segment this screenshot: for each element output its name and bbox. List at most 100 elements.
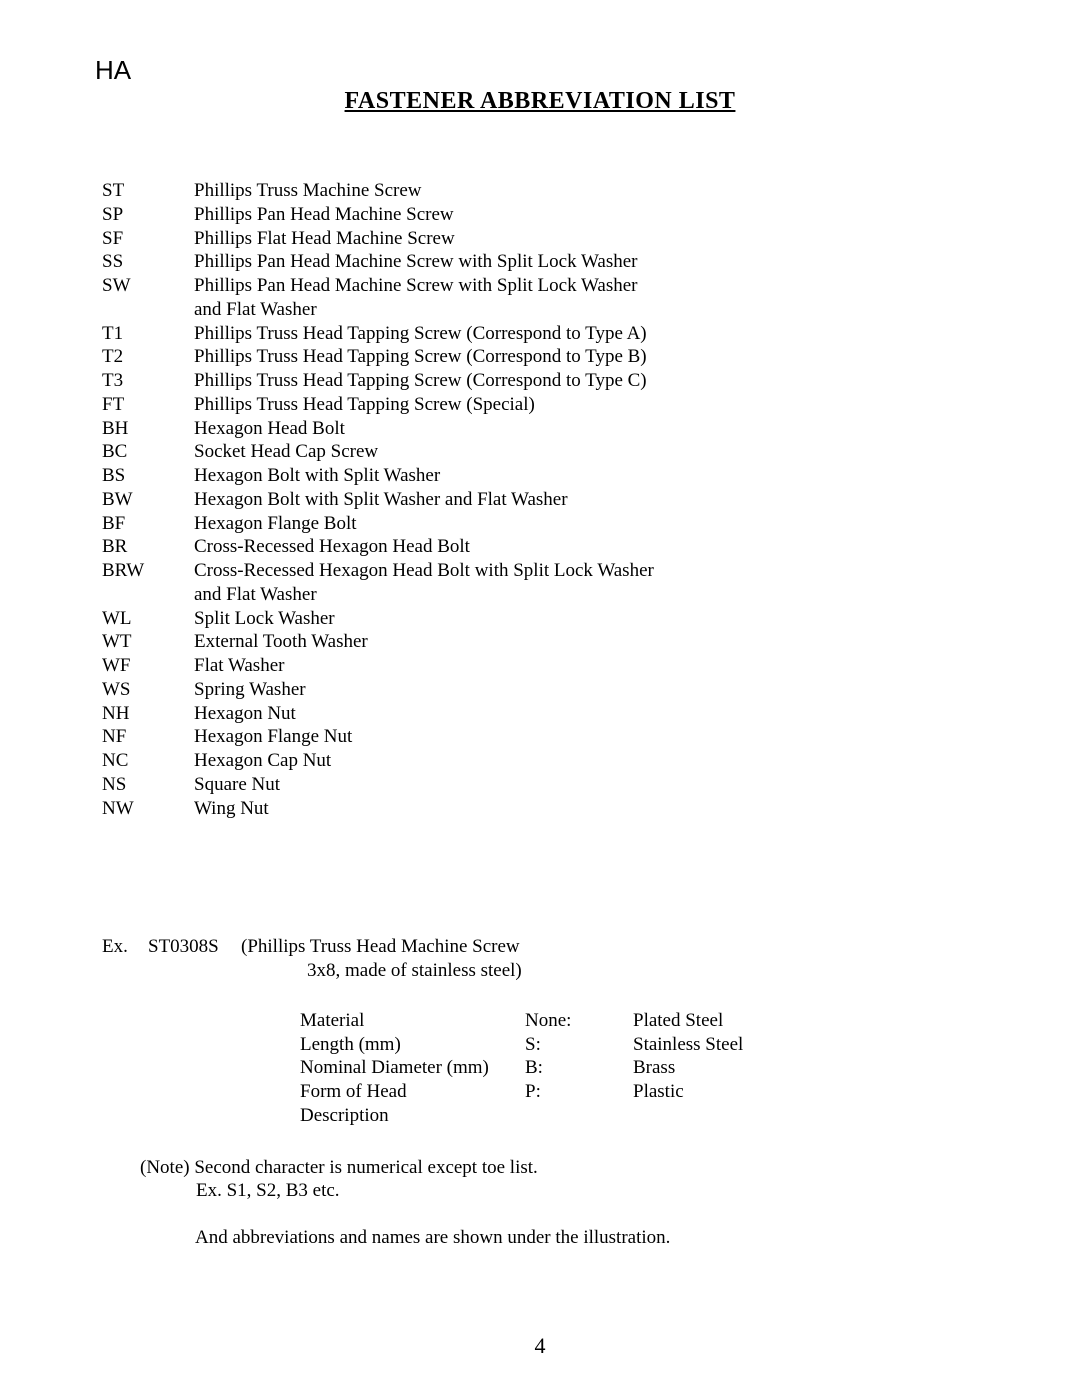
- note-line-2: Ex. S1, S2, B3 etc.: [140, 1179, 985, 1203]
- abbr-code: T3: [102, 369, 194, 393]
- abbreviation-table: STPhillips Truss Machine ScrewSPPhillips…: [102, 179, 985, 820]
- example-desc-2: 3x8, made of stainless steel): [102, 959, 985, 983]
- abbr-row: BHHexagon Head Bolt: [102, 417, 985, 441]
- abbr-desc: Spring Washer: [194, 678, 985, 702]
- note-block: (Note) Second character is numerical exc…: [140, 1156, 985, 1204]
- material-code: S:: [525, 1033, 633, 1057]
- closing-text: And abbreviations and names are shown un…: [195, 1227, 985, 1249]
- abbr-row: T2Phillips Truss Head Tapping Screw (Cor…: [102, 345, 985, 369]
- abbr-row: WFFlat Washer: [102, 654, 985, 678]
- abbr-code: [102, 583, 194, 607]
- abbr-code: T2: [102, 345, 194, 369]
- abbr-code: BW: [102, 488, 194, 512]
- page-number: 4: [0, 1333, 1080, 1359]
- note-line-1: (Note) Second character is numerical exc…: [140, 1156, 985, 1180]
- abbr-desc: Phillips Truss Head Tapping Screw (Corre…: [194, 345, 985, 369]
- abbr-desc: Phillips Truss Head Tapping Screw (Corre…: [194, 369, 985, 393]
- abbr-desc: Hexagon Flange Bolt: [194, 512, 985, 536]
- material-label: Material: [300, 1009, 525, 1033]
- abbr-row: BRCross-Recessed Hexagon Head Bolt: [102, 535, 985, 559]
- abbr-row: and Flat Washer: [102, 298, 985, 322]
- abbr-row: FTPhillips Truss Head Tapping Screw (Spe…: [102, 393, 985, 417]
- abbr-desc: Phillips Truss Head Tapping Screw (Corre…: [194, 322, 985, 346]
- page: HA FASTENER ABBREVIATION LIST STPhillips…: [0, 0, 1080, 1397]
- abbr-row: BRWCross-Recessed Hexagon Head Bolt with…: [102, 559, 985, 583]
- abbr-code: NH: [102, 702, 194, 726]
- example-line-1: Ex. ST0308S (Phillips Truss Head Machine…: [102, 935, 985, 959]
- abbr-desc: Flat Washer: [194, 654, 985, 678]
- abbr-desc: Hexagon Bolt with Split Washer: [194, 464, 985, 488]
- abbr-code: SS: [102, 250, 194, 274]
- abbr-code: BF: [102, 512, 194, 536]
- abbr-desc: Phillips Flat Head Machine Screw: [194, 227, 985, 251]
- abbr-code: [102, 298, 194, 322]
- abbr-desc: Socket Head Cap Screw: [194, 440, 985, 464]
- abbr-row: WTExternal Tooth Washer: [102, 630, 985, 654]
- abbr-code: T1: [102, 322, 194, 346]
- abbr-code: BS: [102, 464, 194, 488]
- abbr-code: NF: [102, 725, 194, 749]
- abbr-code: FT: [102, 393, 194, 417]
- abbr-desc: Hexagon Nut: [194, 702, 985, 726]
- abbr-desc: Hexagon Head Bolt: [194, 417, 985, 441]
- material-value: Stainless Steel: [633, 1033, 803, 1057]
- abbr-row: STPhillips Truss Machine Screw: [102, 179, 985, 203]
- abbr-desc: External Tooth Washer: [194, 630, 985, 654]
- material-label: Length (mm): [300, 1033, 525, 1057]
- abbr-code: WL: [102, 607, 194, 631]
- abbr-code: BRW: [102, 559, 194, 583]
- abbr-row: SPPhillips Pan Head Machine Screw: [102, 203, 985, 227]
- abbr-row: NCHexagon Cap Nut: [102, 749, 985, 773]
- abbr-desc: Hexagon Bolt with Split Washer and Flat …: [194, 488, 985, 512]
- abbr-code: WS: [102, 678, 194, 702]
- material-code: B:: [525, 1056, 633, 1080]
- material-label: Nominal Diameter (mm): [300, 1056, 525, 1080]
- material-col-codes: None:S:B:P:: [525, 1009, 633, 1128]
- abbr-row: WLSplit Lock Washer: [102, 607, 985, 631]
- abbr-desc: Cross-Recessed Hexagon Head Bolt: [194, 535, 985, 559]
- material-value: [633, 1104, 803, 1128]
- abbr-row: NHHexagon Nut: [102, 702, 985, 726]
- abbr-desc: Hexagon Cap Nut: [194, 749, 985, 773]
- abbr-desc: Split Lock Washer: [194, 607, 985, 631]
- material-label: Description: [300, 1104, 525, 1128]
- abbr-code: SF: [102, 227, 194, 251]
- corner-label: HA: [95, 55, 131, 86]
- abbr-row: SWPhillips Pan Head Machine Screw with S…: [102, 274, 985, 298]
- material-table: MaterialLength (mm)Nominal Diameter (mm)…: [300, 1009, 985, 1128]
- material-label: Form of Head: [300, 1080, 525, 1104]
- example-desc-1: (Phillips Truss Head Machine Screw: [241, 935, 985, 959]
- abbr-row: BSHexagon Bolt with Split Washer: [102, 464, 985, 488]
- abbr-desc: Phillips Truss Head Tapping Screw (Speci…: [194, 393, 985, 417]
- abbr-desc: Phillips Pan Head Machine Screw with Spl…: [194, 274, 985, 298]
- abbr-code: BC: [102, 440, 194, 464]
- abbr-desc: Square Nut: [194, 773, 985, 797]
- abbr-code: SW: [102, 274, 194, 298]
- abbr-row: BFHexagon Flange Bolt: [102, 512, 985, 536]
- example-label: Ex.: [102, 935, 148, 959]
- abbr-row: SFPhillips Flat Head Machine Screw: [102, 227, 985, 251]
- material-value: Plastic: [633, 1080, 803, 1104]
- abbr-row: NFHexagon Flange Nut: [102, 725, 985, 749]
- abbr-desc: Cross-Recessed Hexagon Head Bolt with Sp…: [194, 559, 985, 583]
- abbr-code: BR: [102, 535, 194, 559]
- material-code: None:: [525, 1009, 633, 1033]
- material-code: [525, 1104, 633, 1128]
- material-code: P:: [525, 1080, 633, 1104]
- abbr-desc: and Flat Washer: [194, 298, 985, 322]
- example-block: Ex. ST0308S (Phillips Truss Head Machine…: [102, 935, 985, 983]
- abbr-desc: Phillips Pan Head Machine Screw with Spl…: [194, 250, 985, 274]
- page-title: FASTENER ABBREVIATION LIST: [95, 88, 985, 115]
- abbr-row: WSSpring Washer: [102, 678, 985, 702]
- abbr-code: WF: [102, 654, 194, 678]
- material-col-labels: MaterialLength (mm)Nominal Diameter (mm)…: [300, 1009, 525, 1128]
- material-value: Plated Steel: [633, 1009, 803, 1033]
- abbr-row: NSSquare Nut: [102, 773, 985, 797]
- abbr-desc: Phillips Truss Machine Screw: [194, 179, 985, 203]
- abbr-row: NWWing Nut: [102, 797, 985, 821]
- abbr-code: NW: [102, 797, 194, 821]
- abbr-code: NC: [102, 749, 194, 773]
- abbr-row: BCSocket Head Cap Screw: [102, 440, 985, 464]
- abbr-row: BWHexagon Bolt with Split Washer and Fla…: [102, 488, 985, 512]
- material-value: Brass: [633, 1056, 803, 1080]
